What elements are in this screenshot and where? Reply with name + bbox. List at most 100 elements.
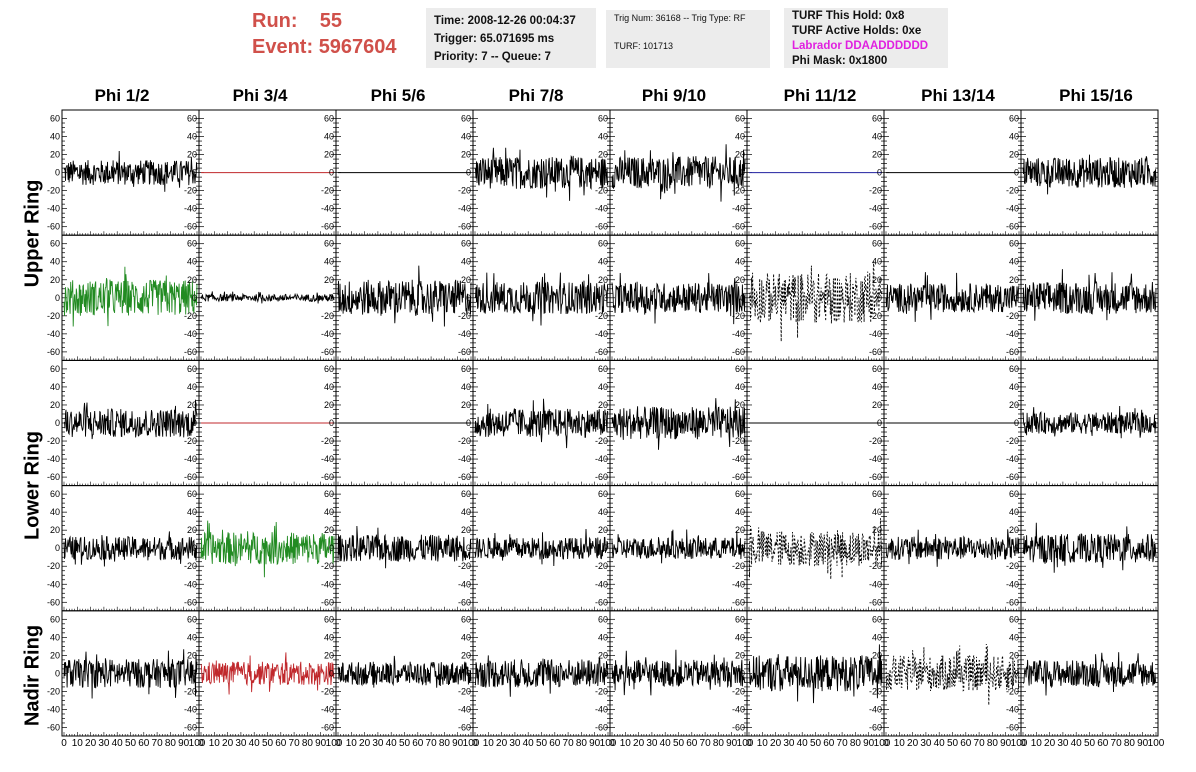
- y-tick-label: -60: [321, 597, 334, 607]
- y-tick-label: -20: [184, 436, 197, 446]
- y-tick-label: -20: [869, 561, 882, 571]
- y-tick-label: -40: [321, 329, 334, 339]
- x-tick-label: 40: [112, 738, 124, 749]
- x-tick-label: 80: [165, 738, 177, 749]
- waveform-trace: [611, 144, 746, 202]
- y-tick-label: 60: [872, 614, 882, 624]
- y-tick-label: -40: [732, 204, 745, 214]
- y-tick-label: 20: [735, 275, 745, 285]
- y-tick-label: 20: [324, 400, 334, 410]
- waveform-trace: [200, 652, 335, 695]
- x-tick-label: 100: [600, 738, 617, 749]
- y-tick-label: 20: [735, 525, 745, 535]
- y-tick-label: 60: [872, 239, 882, 249]
- x-tick-label: 90: [726, 738, 738, 749]
- y-tick-label: 20: [187, 525, 197, 535]
- x-tick-label: 20: [359, 738, 371, 749]
- y-tick-label: -60: [1006, 347, 1019, 357]
- y-tick-label: 40: [735, 382, 745, 392]
- x-tick-label: 40: [386, 738, 398, 749]
- y-tick-label: -60: [595, 222, 608, 232]
- y-tick-label: -20: [184, 311, 197, 321]
- y-tick-label: 0: [603, 668, 608, 678]
- y-tick-label: -20: [732, 561, 745, 571]
- y-tick-label: 40: [735, 632, 745, 642]
- y-tick-label: 0: [329, 418, 334, 428]
- x-tick-label: 60: [412, 738, 424, 749]
- y-tick-label: -60: [732, 472, 745, 482]
- y-tick-label: -20: [184, 686, 197, 696]
- y-tick-label: -20: [1006, 311, 1019, 321]
- y-tick-label: -60: [458, 347, 471, 357]
- y-tick-label: 60: [1009, 364, 1019, 374]
- x-tick-label: 40: [934, 738, 946, 749]
- x-tick-label: 90: [1000, 738, 1012, 749]
- y-tick-label: -60: [458, 472, 471, 482]
- y-tick-label: 20: [1009, 650, 1019, 660]
- y-tick-label: 40: [324, 382, 334, 392]
- y-tick-label: 20: [461, 275, 471, 285]
- y-tick-label: -60: [595, 597, 608, 607]
- y-tick-label: -40: [595, 704, 608, 714]
- y-tick-label: 60: [735, 364, 745, 374]
- y-tick-label: 20: [461, 400, 471, 410]
- x-tick-label: 80: [576, 738, 588, 749]
- y-tick-label: 0: [466, 293, 471, 303]
- x-tick-label: 50: [125, 738, 137, 749]
- y-tick-label: 0: [192, 668, 197, 678]
- y-tick-label: 40: [187, 382, 197, 392]
- y-tick-label: 0: [466, 168, 471, 178]
- labrador-text: Labrador DDAADDDDDD: [792, 40, 929, 52]
- turf-info-box: TURF This Hold: 0x8 TURF Active Holds: 0…: [784, 8, 948, 68]
- y-tick-label: -40: [595, 204, 608, 214]
- y-tick-label: -60: [184, 597, 197, 607]
- y-tick-label: -20: [732, 186, 745, 196]
- turf-active-holds: TURF Active Holds: 0xe: [792, 25, 922, 37]
- x-tick-label: 90: [452, 738, 464, 749]
- priority-text: Priority: 7 -- Queue: 7: [434, 51, 551, 63]
- y-tick-label: 20: [187, 400, 197, 410]
- x-tick-label: 70: [1111, 738, 1123, 749]
- y-tick-label: -20: [321, 686, 334, 696]
- x-tick-label: 30: [235, 738, 247, 749]
- x-tick-label: 90: [1137, 738, 1149, 749]
- x-tick-label: 50: [536, 738, 548, 749]
- y-tick-label: 0: [740, 418, 745, 428]
- y-tick-label: 40: [187, 507, 197, 517]
- y-tick-label: 20: [735, 650, 745, 660]
- run-label: Run:: [252, 10, 298, 32]
- x-tick-label: 0: [61, 738, 67, 749]
- y-tick-label: -60: [595, 472, 608, 482]
- y-tick-label: 60: [324, 489, 334, 499]
- y-tick-label: -60: [47, 472, 60, 482]
- y-tick-label: 40: [461, 632, 471, 642]
- x-tick-label: 20: [496, 738, 508, 749]
- phi-column-title: Phi 9/10: [641, 86, 707, 105]
- y-tick-label: -40: [458, 704, 471, 714]
- x-tick-label: 80: [713, 738, 725, 749]
- y-tick-label: 20: [872, 275, 882, 285]
- y-tick-label: 60: [50, 364, 60, 374]
- x-tick-label: 30: [372, 738, 384, 749]
- y-tick-label: 20: [461, 650, 471, 660]
- waveform-trace: [337, 655, 472, 688]
- y-tick-label: -20: [321, 186, 334, 196]
- y-tick-label: 60: [872, 114, 882, 124]
- y-tick-label: 0: [55, 293, 60, 303]
- y-tick-label: -20: [869, 186, 882, 196]
- y-tick-label: -60: [321, 347, 334, 357]
- y-tick-label: -20: [458, 686, 471, 696]
- x-tick-label: 30: [1057, 738, 1069, 749]
- y-tick-label: -40: [869, 579, 882, 589]
- y-tick-label: -20: [458, 311, 471, 321]
- x-tick-label: 100: [189, 738, 206, 749]
- y-tick-label: -60: [458, 597, 471, 607]
- y-tick-label: 40: [187, 257, 197, 267]
- y-tick-label: 40: [872, 132, 882, 142]
- x-tick-label: 80: [987, 738, 999, 749]
- y-tick-label: 20: [872, 650, 882, 660]
- y-tick-label: 40: [872, 507, 882, 517]
- y-tick-label: 40: [598, 507, 608, 517]
- y-tick-label: -40: [869, 704, 882, 714]
- y-tick-label: 20: [187, 150, 197, 160]
